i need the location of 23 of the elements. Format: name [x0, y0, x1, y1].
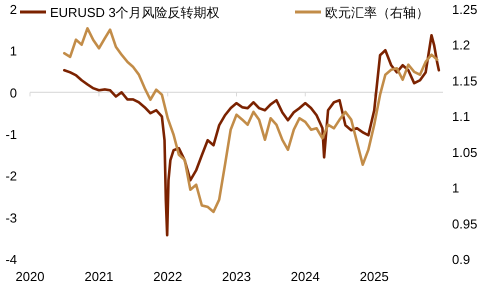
y-tick-label: 1 [10, 44, 17, 59]
x-tick-label: 2022 [153, 269, 182, 284]
y2-tick-label: 1.15 [452, 73, 478, 88]
y2-tick-label: 1.05 [452, 144, 478, 160]
y-tick-label: 0 [10, 85, 17, 100]
y-tick-label: -3 [5, 210, 17, 226]
y2-tick-label: 1.25 [452, 2, 478, 17]
legend-label: 欧元汇率（右轴） [325, 5, 429, 20]
y2-tick-label: 1.2 [452, 38, 470, 53]
y2-tick-label: 1.1 [452, 109, 470, 124]
x-tick-label: 2020 [16, 269, 44, 284]
y-tick-label: -1 [5, 127, 17, 142]
y2-tick-label: 1 [452, 180, 460, 196]
y-tick-label: 2 [10, 2, 17, 17]
x-tick-label: 2024 [290, 269, 320, 284]
legend-label: EURUSD 3个月风险反转期权 [50, 5, 220, 20]
x-tick-label: 2023 [222, 269, 251, 284]
y2-tick-label: 0.9 [452, 252, 470, 267]
y-tick-label: -2 [5, 168, 17, 184]
y-tick-label: -4 [5, 252, 17, 267]
x-tick-label: 2025 [360, 269, 389, 284]
x-tick-label: 2021 [84, 269, 114, 284]
y2-tick-label: 0.95 [452, 216, 478, 232]
